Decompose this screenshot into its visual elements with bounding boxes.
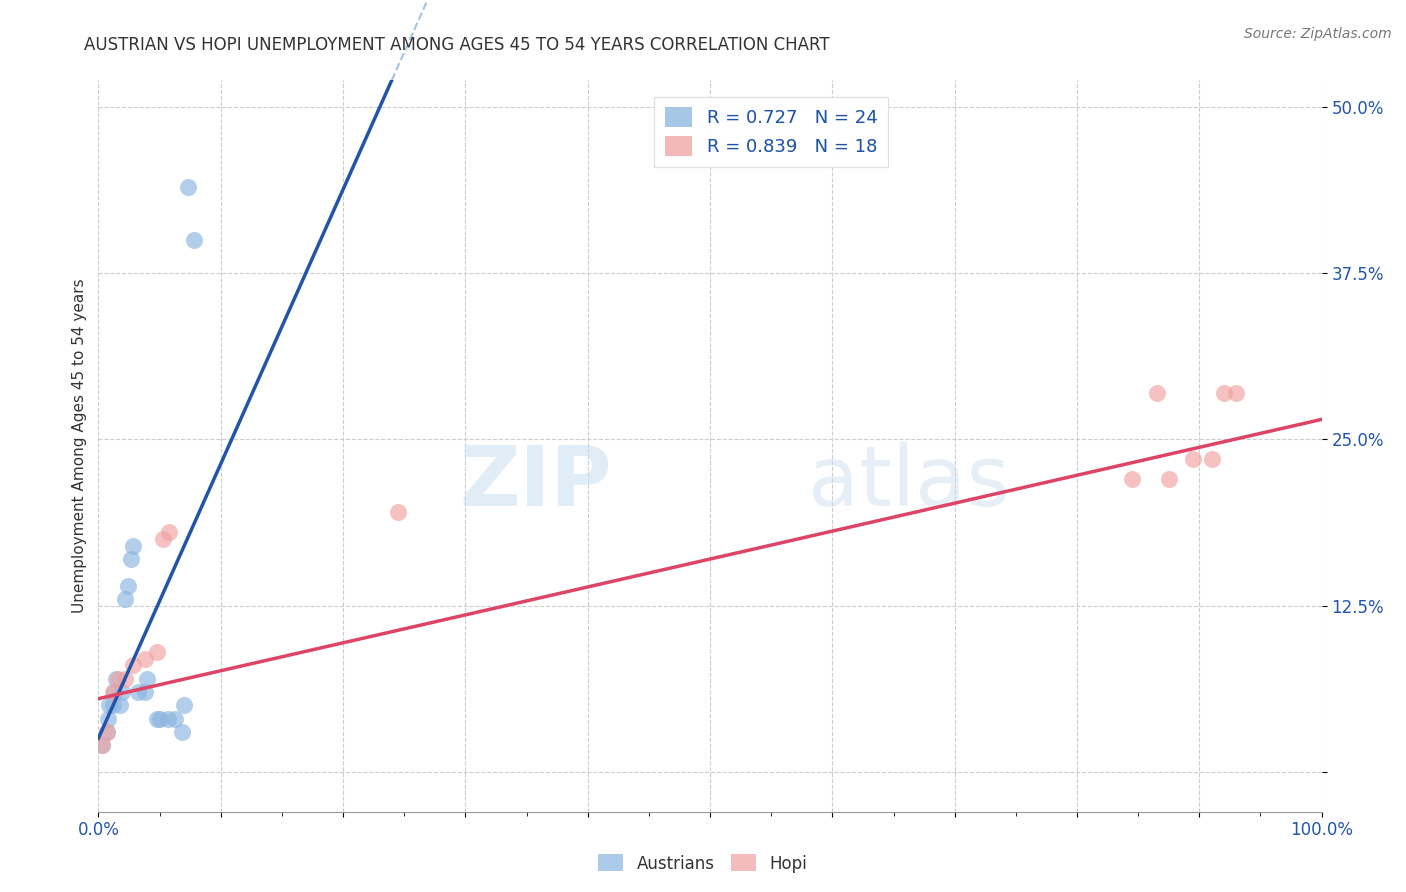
Point — [117, 579, 139, 593]
Point — [107, 672, 129, 686]
Text: atlas: atlas — [808, 442, 1010, 523]
Point — [104, 672, 127, 686]
Point — [1157, 472, 1180, 486]
Point — [1146, 385, 1168, 400]
Point — [96, 725, 118, 739]
Point — [152, 532, 174, 546]
Point — [114, 591, 136, 606]
Point — [387, 506, 409, 520]
Point — [96, 725, 118, 739]
Point — [157, 525, 180, 540]
Point — [121, 539, 143, 553]
Point — [134, 685, 156, 699]
Point — [170, 725, 193, 739]
Point — [146, 712, 169, 726]
Point — [146, 645, 169, 659]
Point — [1201, 452, 1223, 467]
Legend: Austrians, Hopi: Austrians, Hopi — [592, 847, 814, 880]
Point — [111, 685, 134, 699]
Point — [157, 712, 180, 726]
Point — [173, 698, 195, 713]
Point — [110, 698, 132, 713]
Point — [103, 685, 125, 699]
Point — [1121, 472, 1143, 486]
Point — [1182, 452, 1205, 467]
Y-axis label: Unemployment Among Ages 45 to 54 years: Unemployment Among Ages 45 to 54 years — [72, 278, 87, 614]
Point — [91, 738, 114, 752]
Point — [121, 658, 143, 673]
Text: AUSTRIAN VS HOPI UNEMPLOYMENT AMONG AGES 45 TO 54 YEARS CORRELATION CHART: AUSTRIAN VS HOPI UNEMPLOYMENT AMONG AGES… — [84, 36, 830, 54]
Text: Source: ZipAtlas.com: Source: ZipAtlas.com — [1244, 27, 1392, 41]
Point — [136, 672, 159, 686]
Point — [1225, 385, 1247, 400]
Point — [91, 738, 114, 752]
Point — [101, 685, 124, 699]
Point — [101, 698, 124, 713]
Point — [1212, 385, 1234, 400]
Point — [177, 179, 200, 194]
Point — [165, 712, 187, 726]
Point — [114, 672, 136, 686]
Point — [120, 552, 142, 566]
Point — [134, 652, 156, 666]
Point — [98, 698, 121, 713]
Point — [183, 233, 205, 247]
Point — [149, 712, 172, 726]
Point — [97, 712, 120, 726]
Point — [127, 685, 149, 699]
Legend: R = 0.727   N = 24, R = 0.839   N = 18: R = 0.727 N = 24, R = 0.839 N = 18 — [654, 96, 889, 167]
Text: ZIP: ZIP — [460, 442, 612, 523]
